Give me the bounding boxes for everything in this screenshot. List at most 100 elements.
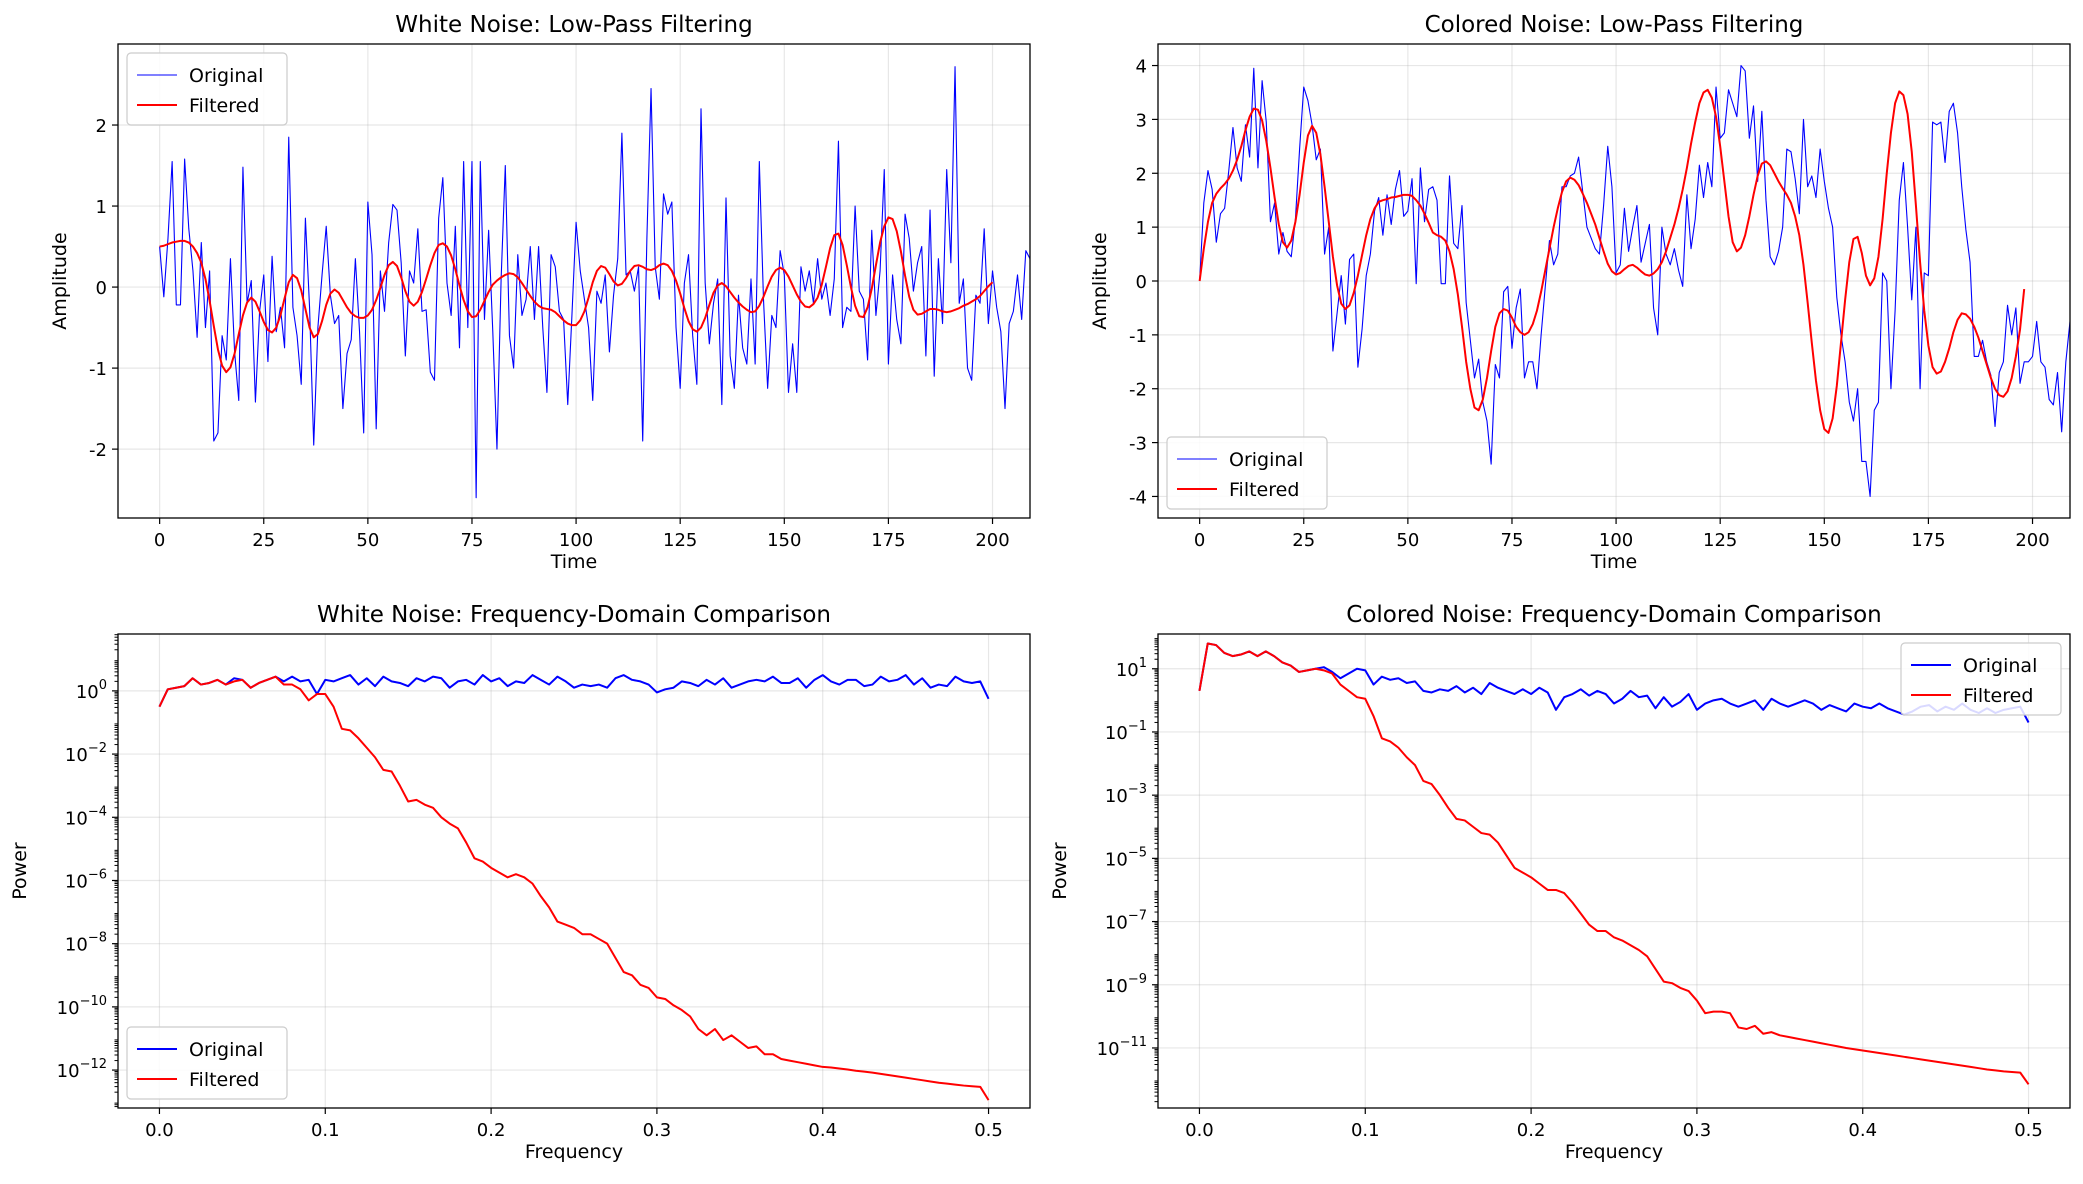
legend-box [1900, 642, 2062, 716]
x-tick-label: 0.1 [1351, 1120, 1380, 1141]
chart-title: White Noise: Low-Pass Filtering [395, 12, 752, 38]
y-tick-label: 10−9 [1105, 972, 1147, 997]
y-tick-label: 1 [96, 197, 107, 218]
x-tick-label: 150 [1807, 530, 1841, 551]
series-group [159, 66, 1030, 499]
x-tick-label: 25 [1292, 530, 1315, 551]
legend: Original Filtered [1900, 642, 2062, 716]
y-tick-label: 10−5 [1105, 845, 1147, 870]
y-tick-label: 10−1 [1105, 719, 1147, 744]
y-axis-label: Power [1049, 842, 1071, 900]
series-group [1198, 65, 2070, 498]
y-tick-label: 0 [96, 278, 107, 299]
y-tick-label: 10−11 [1097, 1035, 1147, 1060]
y-tick-label: 2 [96, 116, 107, 137]
x-axis-label: Frequency [1565, 1141, 1663, 1163]
x-tick-label: 0.3 [1683, 1120, 1712, 1141]
legend-label-filtered: Filtered [189, 95, 259, 117]
x-tick-label: 0 [1194, 530, 1205, 551]
legend-label-filtered: Filtered [1229, 479, 1299, 501]
x-tick-label: 0.4 [808, 1120, 837, 1141]
legend-box [126, 52, 288, 126]
x-tick-label: 0.5 [2014, 1120, 2043, 1141]
x-tick-label: 100 [559, 530, 593, 551]
legend-label-original: Original [189, 65, 263, 87]
grid [118, 44, 1030, 518]
x-tick-label: 175 [871, 530, 905, 551]
x-tick-label: 0.2 [1517, 1120, 1546, 1141]
y-tick-label: 2 [1136, 164, 1147, 185]
series-line-original [1199, 65, 2070, 498]
x-tick-label: 0.3 [643, 1120, 672, 1141]
y-tick-label: -2 [1129, 380, 1147, 401]
y-tick-label: 10−12 [57, 1057, 107, 1082]
series-line-filtered [1198, 88, 2026, 434]
legend: Original Filtered [1166, 436, 1328, 510]
y-tick-label: 1 [1136, 218, 1147, 239]
y-axis-label: Power [9, 842, 31, 900]
chart-title: White Noise: Frequency-Domain Comparison [317, 602, 831, 628]
y-tick-label: 100 [76, 678, 107, 703]
x-tick-label: 150 [767, 530, 801, 551]
x-tick-label: 75 [461, 530, 484, 551]
y-tick-label: 10−7 [1105, 909, 1147, 934]
legend-label-original: Original [1963, 655, 2037, 677]
y-tick-label: -2 [89, 440, 107, 461]
y-tick-label: 10−3 [1105, 782, 1147, 807]
x-axis-label: Time [550, 551, 598, 573]
y-tick-label: 101 [1116, 656, 1147, 681]
x-tick-label: 50 [1396, 530, 1419, 551]
x-tick-label: 200 [2015, 530, 2049, 551]
x-axis-label: Frequency [525, 1141, 623, 1163]
y-tick-label: 10−6 [65, 867, 107, 892]
x-tick-label: 0.1 [311, 1120, 340, 1141]
series-line-filtered [158, 675, 990, 1101]
series-group [1198, 642, 2030, 1085]
y-tick-label: -4 [1129, 487, 1147, 508]
x-tick-label: 0.0 [1185, 1120, 1214, 1141]
x-tick-label: 175 [1911, 530, 1945, 551]
x-tick-label: 0.2 [477, 1120, 506, 1141]
chart-3: 0.0 0.1 0.2 0.3 0.4 0.5 100 10−2 10−4 10−6 10−8 10−… [9, 602, 1031, 1163]
chart-1: 0 25 50 75 100 125 150 175 200 -2 -1 0 1 2 White Noise… [49, 12, 1031, 573]
series-line-original [159, 66, 1030, 499]
x-tick-label: 125 [1703, 530, 1737, 551]
axes-frame [117, 43, 1031, 519]
y-tick-label: -1 [89, 359, 107, 380]
axes-frame [1157, 633, 2071, 1109]
x-tick-label: 0.0 [145, 1120, 174, 1141]
y-tick-label: 10−8 [65, 931, 107, 956]
chart-2: 0 25 50 75 100 125 150 175 200 -4 -3 -2 -1 0 1 2 3 4 Color… [1089, 12, 2071, 573]
x-tick-label: 125 [663, 530, 697, 551]
y-tick-label: -1 [1129, 326, 1147, 347]
y-tick-label: 10−10 [57, 994, 107, 1019]
chart-title: Colored Noise: Low-Pass Filtering [1425, 12, 1804, 38]
x-axis-label: Time [1590, 551, 1638, 573]
legend-label-filtered: Filtered [1963, 685, 2033, 707]
legend-label-original: Original [189, 1039, 263, 1061]
legend: Original Filtered [126, 52, 288, 126]
chart-4: 0.0 0.1 0.2 0.3 0.4 0.5 101 10−1 10−3 10−5 10−7 10−… [1049, 602, 2071, 1163]
y-tick-label: 10−2 [65, 741, 107, 766]
legend: Original Filtered [126, 1026, 288, 1100]
x-tick-label: 200 [975, 530, 1009, 551]
axes-frame [117, 633, 1031, 1109]
y-tick-label: 4 [1136, 57, 1147, 78]
y-axis-label: Amplitude [1089, 232, 1111, 329]
x-tick-label: 0.4 [1848, 1120, 1877, 1141]
y-axis-label: Amplitude [49, 232, 71, 329]
x-tick-label: 50 [356, 530, 379, 551]
y-tick-label: -3 [1129, 434, 1147, 455]
x-tick-label: 0 [154, 530, 165, 551]
series-line-original [158, 674, 990, 708]
legend-box [126, 1026, 288, 1100]
y-tick-label: 3 [1136, 110, 1147, 131]
legend-box [1166, 436, 1328, 510]
series-line-original [1198, 642, 2030, 723]
y-tick-label: 0 [1136, 272, 1147, 293]
x-tick-label: 0.5 [974, 1120, 1003, 1141]
legend-label-filtered: Filtered [189, 1069, 259, 1091]
series-line-filtered [1198, 642, 2030, 1085]
x-tick-label: 100 [1599, 530, 1633, 551]
